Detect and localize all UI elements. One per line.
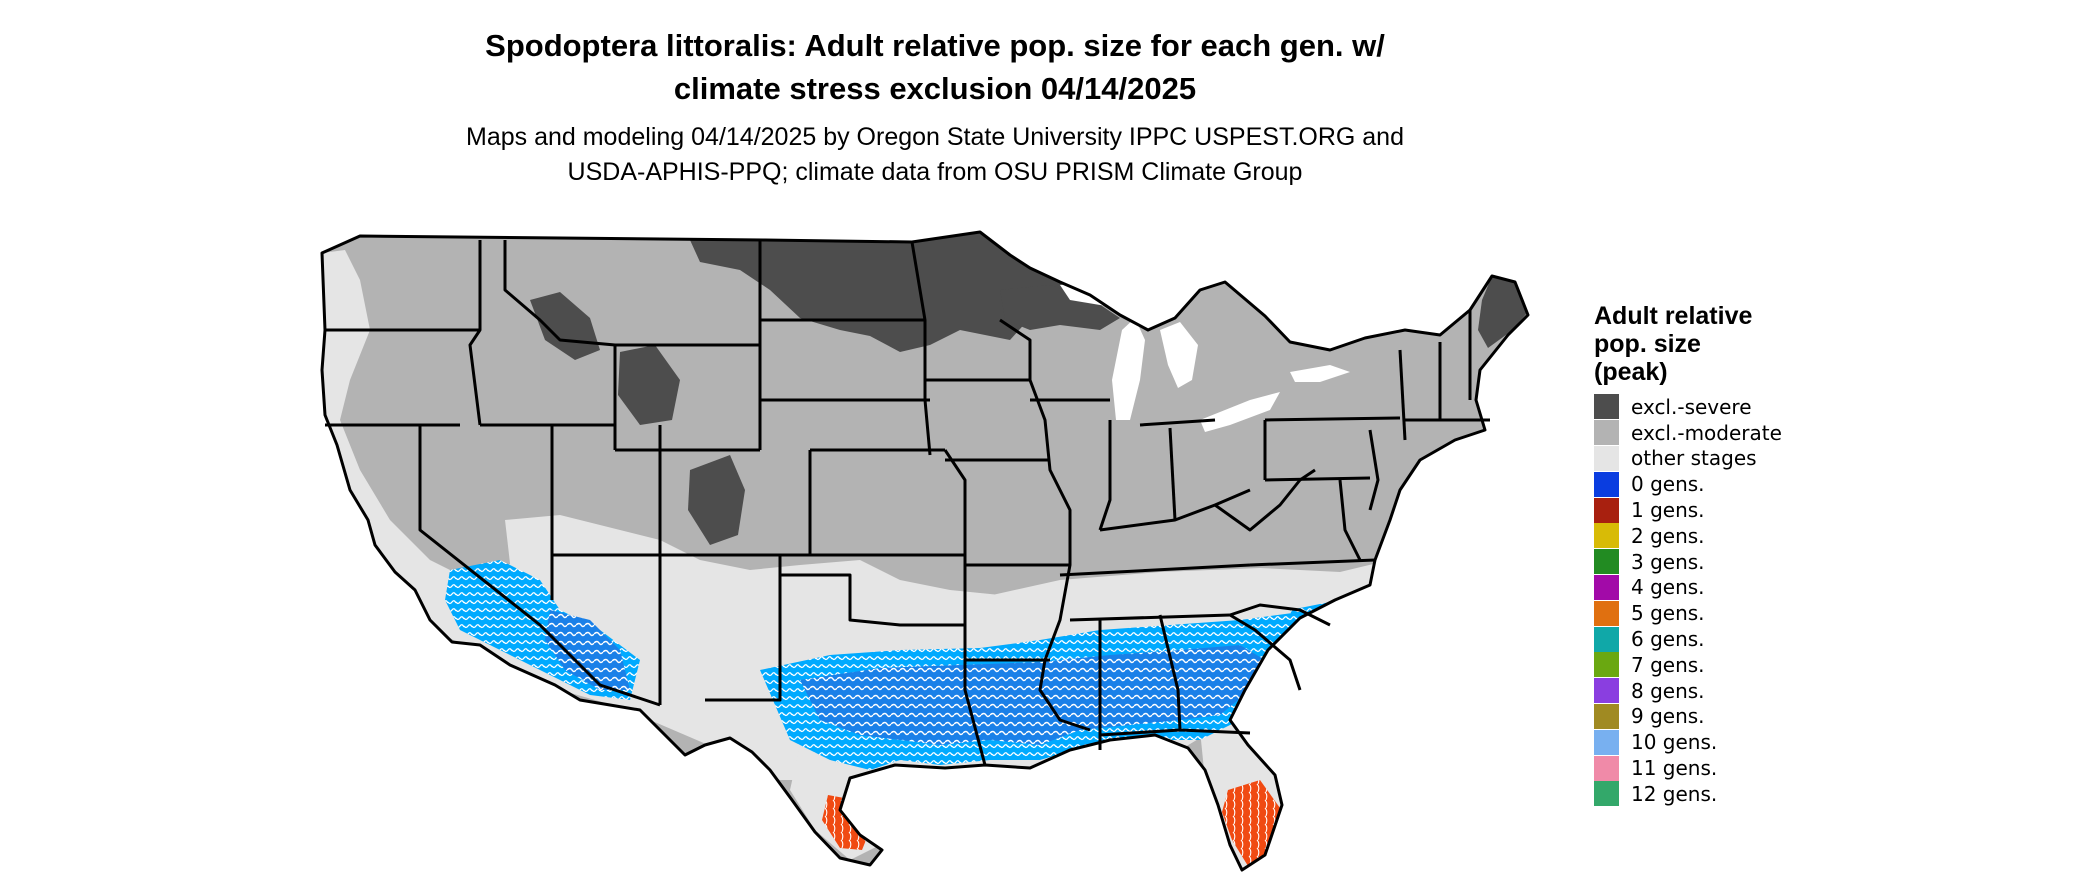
legend-item: 5 gens. (1594, 600, 1854, 626)
legend-title: Adult relative pop. size (peak) (1594, 302, 1753, 386)
border-pa-ny (1264, 416, 1401, 422)
legend-swatch (1594, 394, 1619, 420)
border-il-in (1098, 420, 1112, 531)
legend-items: excl.-severe excl.-moderate other stages 0 … (1594, 394, 1854, 807)
border-nc-sc (1229, 603, 1331, 627)
legend-item: 4 gens. (1594, 574, 1854, 601)
border-nd-mn (910, 241, 932, 456)
border-al-ga (1158, 614, 1182, 731)
border-tx-la (963, 625, 987, 766)
lake-erie (1200, 392, 1280, 432)
border-ny-new-england (1398, 349, 1407, 441)
legend-item: other stages (1594, 445, 1854, 472)
border-md-de (1338, 479, 1362, 561)
legend-label: 2 gens. (1631, 523, 1705, 548)
border-ga-sc (1229, 613, 1302, 691)
legend-label: 0 gens. (1631, 472, 1705, 497)
border-ks-mo (943, 449, 967, 625)
zone-other-stages-midsouth-band (970, 560, 1390, 605)
legend-swatch (1594, 471, 1619, 497)
legend-item: 1 gens. (1594, 497, 1854, 523)
border-id-west (468, 240, 482, 426)
legend-item: 9 gens. (1594, 703, 1854, 730)
border-pa-south (1264, 476, 1371, 482)
legend-item: 6 gens. (1594, 626, 1854, 652)
legend-swatch (1594, 729, 1619, 755)
border-oh-ky (1099, 488, 1251, 532)
legend-label: excl.-severe (1631, 394, 1752, 419)
border-id-mt (503, 240, 616, 347)
border-ok-tx (780, 573, 965, 627)
legend-swatch (1594, 652, 1619, 678)
legend-item: 0 gens. (1594, 471, 1854, 497)
legend-label: 6 gens. (1631, 627, 1705, 652)
zone-excl-severe-maine (1478, 276, 1528, 348)
border-va-nc (1249, 558, 1376, 567)
map-legend: Adult relative pop. size (peak) excl.-se… (1594, 302, 1854, 807)
border-wv-va (1214, 468, 1316, 532)
legend-item: 11 gens. (1594, 755, 1854, 781)
legend-swatch (1594, 626, 1619, 652)
zone-mid-blue-arizona (545, 610, 630, 690)
legend-label: 7 gens. (1631, 652, 1705, 677)
border-ky-tn (1059, 563, 1251, 577)
legend-swatch (1594, 703, 1619, 729)
map-title: Spodoptera littoralis: Adult relative po… (485, 28, 1385, 106)
legend-label: excl.-moderate (1631, 420, 1782, 445)
legend-swatch (1594, 574, 1619, 600)
zone-mid-blue-southern-core (800, 645, 1265, 745)
legend-item: excl.-moderate (1594, 420, 1854, 446)
legend-item: 10 gens. (1594, 729, 1854, 755)
legend-label: 10 gens. (1631, 730, 1718, 755)
border-ca-nv (418, 425, 557, 642)
legend-swatch (1594, 523, 1619, 549)
border-mi-south (1139, 418, 1216, 427)
legend-label: 8 gens. (1631, 678, 1705, 703)
legend-swatch (1594, 755, 1619, 781)
zone-excl-severe-wisconsin (1000, 285, 1120, 330)
legend-label: 9 gens. (1631, 704, 1705, 729)
legend-label: 11 gens. (1631, 756, 1718, 781)
state-borders (320, 230, 1530, 872)
map-subtitle: Maps and modeling 04/14/2025 by Oregon S… (466, 123, 1404, 186)
border-az-south (553, 638, 661, 707)
legend-label: 12 gens. (1631, 781, 1718, 806)
legend-label: 5 gens. (1631, 601, 1705, 626)
legend-item: 3 gens. (1594, 549, 1854, 575)
legend-swatch (1594, 420, 1619, 446)
legend-label: 4 gens. (1631, 575, 1705, 600)
legend-label: other stages (1631, 446, 1757, 471)
zone-excl-severe-colorado (688, 455, 745, 545)
border-fl-north (1099, 728, 1251, 737)
lake-michigan (1112, 318, 1145, 420)
legend-item: 12 gens. (1594, 781, 1854, 807)
legend-swatch (1594, 678, 1619, 704)
border-in-oh (1168, 427, 1177, 521)
legend-swatch (1594, 497, 1619, 523)
border-ny-nj (1368, 429, 1380, 511)
legend-swatch (1594, 445, 1619, 471)
zone-excl-severe-wyoming (618, 345, 680, 425)
border-nm-tx (705, 555, 782, 702)
border-mississippi (1028, 379, 1091, 732)
legend-item: excl.-severe (1594, 394, 1854, 420)
legend-item: 8 gens. (1594, 678, 1854, 704)
lake-ontario (1290, 365, 1350, 382)
legend-label: 1 gens. (1631, 498, 1705, 523)
legend-label: 3 gens. (1631, 549, 1705, 574)
lake-huron (1160, 322, 1198, 388)
legend-swatch (1594, 600, 1619, 626)
legend-swatch (1594, 781, 1619, 807)
legend-item: 7 gens. (1594, 652, 1854, 678)
zone-orange-south-florida (1222, 780, 1280, 866)
border-tn-south (1069, 613, 1231, 622)
legend-swatch (1594, 549, 1619, 575)
border-mn-wi (999, 318, 1032, 380)
legend-item: 2 gens. (1594, 523, 1854, 549)
